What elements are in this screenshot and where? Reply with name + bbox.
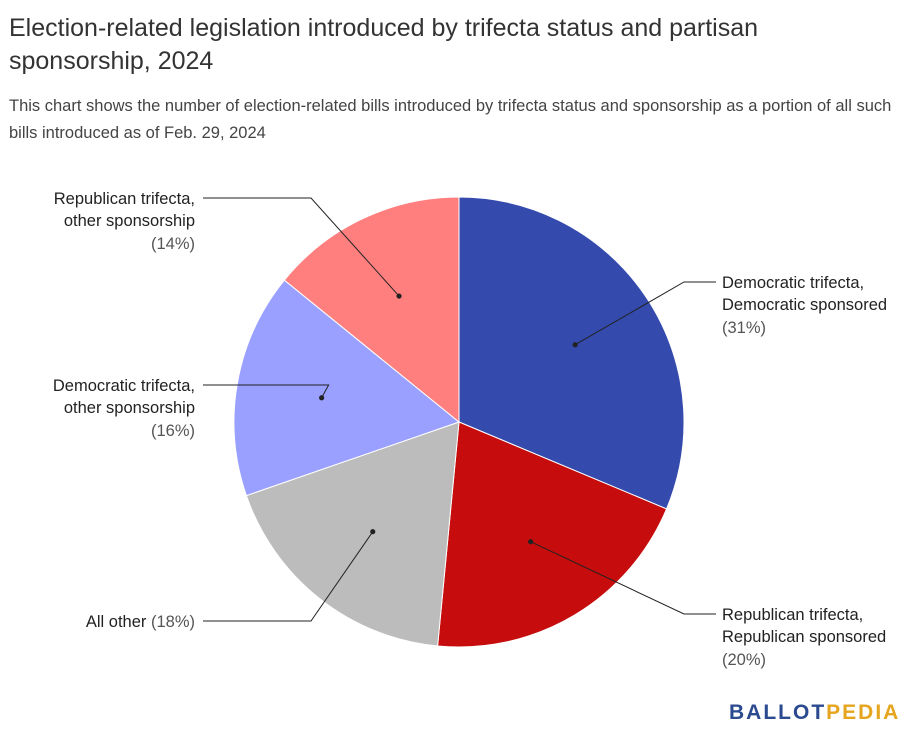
slice-label-pct: (20%) — [722, 651, 766, 669]
slice-label: All other (18%) — [86, 613, 195, 631]
pie-slice — [245, 421, 460, 647]
pie-slice — [233, 279, 461, 497]
pie-slice — [283, 196, 460, 424]
leader-line — [203, 197, 400, 297]
slice-label-line: Democratic trifecta, — [53, 377, 195, 395]
leader-line — [574, 281, 716, 346]
pie-slice — [458, 196, 685, 510]
slice-label-pct: (14%) — [151, 235, 195, 253]
leader-line — [203, 384, 330, 399]
leader-line — [530, 541, 716, 615]
logo-part-1: BALLOT — [729, 701, 827, 724]
slice-label-line: Republican trifecta, — [722, 606, 863, 624]
slice-label-line: other sponsorship — [64, 212, 195, 230]
slice-label-line: Democratic sponsored — [722, 296, 887, 314]
slice-label-pct: (18%) — [151, 613, 195, 631]
slice-label-pct: (16%) — [151, 422, 195, 440]
ballotpedia-logo: BALLOTPEDIA — [729, 700, 900, 726]
slice-label-line: Democratic trifecta, — [722, 274, 864, 292]
slice-label-line: Republican trifecta, — [54, 190, 195, 208]
leader-line — [203, 531, 374, 622]
slice-label-line: Republican sponsored — [722, 628, 886, 646]
slice-label-line: other sponsorship — [64, 399, 195, 417]
logo-part-2: PEDIA — [826, 701, 901, 724]
chart-subtitle: This chart shows the number of election-… — [9, 97, 892, 142]
pie-slice — [437, 421, 668, 648]
chart-title: Election-related legislation introduced … — [9, 14, 759, 75]
slice-label-pct: (31%) — [722, 319, 766, 337]
slice-label-name: All other — [86, 613, 151, 631]
